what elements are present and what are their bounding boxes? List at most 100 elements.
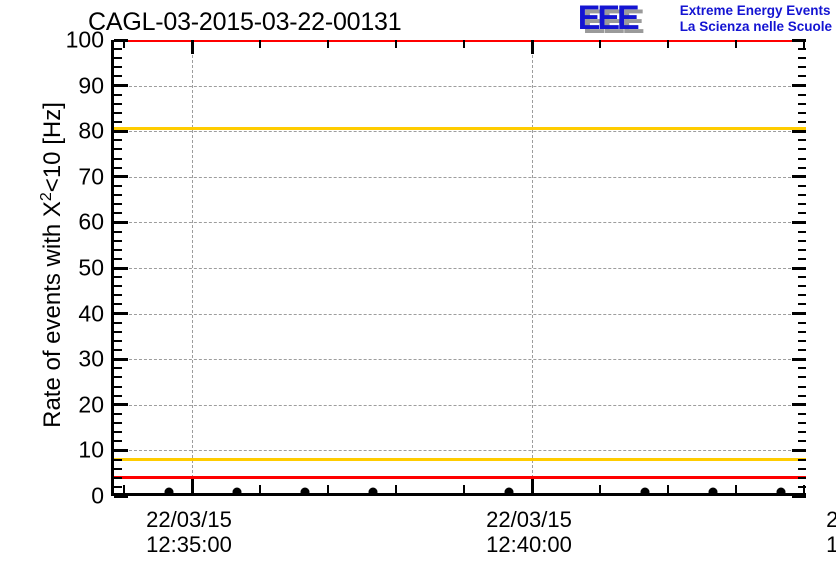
y-tick-minor — [114, 276, 122, 279]
x-tick-label-date: 22/03/15 — [826, 507, 836, 532]
y-tick-minor — [114, 66, 122, 69]
y-tick-minor — [798, 412, 806, 415]
y-tick-major — [792, 84, 806, 88]
y-tick-major — [792, 220, 806, 224]
y-tick-minor — [114, 257, 122, 260]
y-tick-minor — [114, 458, 122, 461]
y-tick-label: 100 — [65, 26, 104, 53]
y-tick-minor — [798, 93, 806, 96]
y-tick-minor — [114, 75, 122, 78]
y-gridline — [114, 176, 806, 178]
y-tick-minor — [114, 57, 122, 60]
y-tick-minor — [114, 330, 122, 333]
y-tick-minor — [798, 230, 806, 233]
x-tick-minor — [667, 485, 669, 493]
x-tick-minor — [259, 485, 261, 493]
y-tick-minor — [114, 476, 122, 479]
y-tick-minor — [798, 194, 806, 197]
x-tick-minor — [599, 40, 601, 48]
y-tick-minor — [798, 294, 806, 297]
y-tick-major — [792, 312, 806, 316]
y-tick-major — [792, 129, 806, 133]
y-tick-minor — [798, 75, 806, 78]
eee-logo-letters: EEE — [577, 0, 640, 37]
y-tick-major — [792, 494, 806, 498]
y-tick-minor — [114, 394, 122, 397]
y-gridline — [114, 359, 806, 361]
x-tick-minor — [259, 40, 261, 48]
y-tick-minor — [798, 485, 806, 488]
page-title: CAGL-03-2015-03-22-00131 — [88, 8, 402, 36]
y-tick-label: 50 — [78, 254, 104, 281]
y-tick-major — [114, 494, 128, 498]
threshold-line-upper-red-limit — [114, 40, 806, 42]
y-tick-minor — [114, 48, 122, 51]
y-tick-minor — [798, 239, 806, 242]
y-tick-minor — [114, 376, 122, 379]
y-tick-minor — [114, 184, 122, 187]
y-tick-minor — [114, 485, 122, 488]
y-tick-label: 70 — [78, 163, 104, 190]
y-tick-minor — [798, 385, 806, 388]
y-tick-major — [792, 266, 806, 270]
y-tick-minor — [798, 330, 806, 333]
y-tick-minor — [114, 248, 122, 251]
y-tick-major — [792, 403, 806, 407]
y-tick-minor — [798, 121, 806, 124]
y-tick-minor — [798, 458, 806, 461]
y-gridline — [114, 131, 806, 133]
y-tick-major — [114, 312, 128, 316]
y-tick-major — [114, 357, 128, 361]
y-tick-minor — [798, 467, 806, 470]
y-tick-minor — [798, 48, 806, 51]
y-tick-minor — [114, 294, 122, 297]
y-tick-major — [792, 448, 806, 452]
y-tick-minor — [114, 239, 122, 242]
y-tick-minor — [114, 467, 122, 470]
y-tick-minor — [114, 111, 122, 114]
x-tick-major — [530, 479, 534, 493]
x-tick-label-time: 12:35:00 — [146, 532, 232, 557]
x-tick-minor — [667, 40, 669, 48]
y-tick-minor — [798, 184, 806, 187]
y-tick-major — [114, 403, 128, 407]
y-tick-minor — [798, 394, 806, 397]
x-tick-label-time: 12:45:00 — [826, 532, 836, 557]
plot-inner — [114, 40, 806, 493]
y-tick-major — [792, 175, 806, 179]
y-tick-label: 10 — [78, 436, 104, 463]
threshold-line-upper-yellow-limit — [114, 127, 806, 131]
y-tick-minor — [798, 111, 806, 114]
y-tick-minor — [798, 349, 806, 352]
x-tick-minor — [327, 40, 329, 48]
y-tick-major — [114, 129, 128, 133]
y-tick-minor — [798, 321, 806, 324]
x-tick-minor — [123, 40, 125, 48]
y-tick-minor — [114, 440, 122, 443]
y-tick-minor — [798, 367, 806, 370]
y-tick-minor — [114, 157, 122, 160]
y-tick-minor — [114, 203, 122, 206]
y-tick-minor — [798, 157, 806, 160]
y-tick-major — [114, 84, 128, 88]
y-tick-minor — [114, 139, 122, 142]
y-tick-minor — [798, 203, 806, 206]
y-tick-major — [792, 357, 806, 361]
x-tick-major — [190, 40, 194, 54]
y-tick-minor — [114, 385, 122, 388]
y-tick-minor — [798, 148, 806, 151]
y-tick-minor — [114, 339, 122, 342]
y-tick-minor — [114, 431, 122, 434]
y-tick-minor — [114, 230, 122, 233]
x-tick-label-date: 22/03/15 — [486, 507, 572, 532]
y-tick-major — [114, 220, 128, 224]
y-tick-minor — [114, 412, 122, 415]
x-tick-minor — [327, 485, 329, 493]
x-tick-label-date: 22/03/15 — [146, 507, 232, 532]
y-tick-minor — [114, 321, 122, 324]
x-tick-major — [190, 479, 194, 493]
y-tick-minor — [798, 285, 806, 288]
x-tick-minor — [395, 40, 397, 48]
